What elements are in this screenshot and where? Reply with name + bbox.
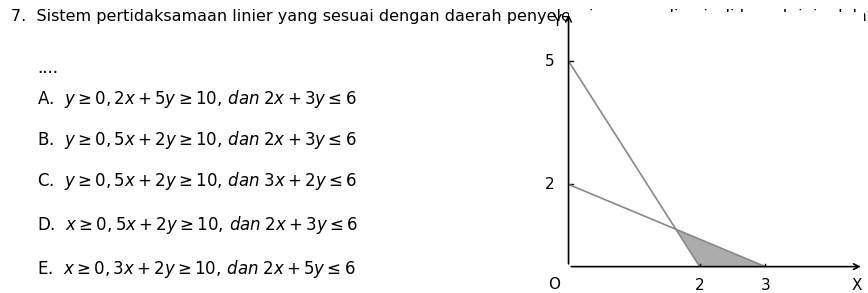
Text: O: O xyxy=(548,277,560,292)
Text: 2: 2 xyxy=(695,278,705,293)
Text: 3: 3 xyxy=(760,278,770,293)
Text: Y: Y xyxy=(552,14,562,29)
Text: 7.  Sistem pertidaksamaan linier yang sesuai dengan daerah penyelesaian yang dia: 7. Sistem pertidaksamaan linier yang ses… xyxy=(11,9,868,24)
Text: E.  $x \geq 0, 3x + 2y \geq 10, \, dan \; 2x + 5y \leq 6$: E. $x \geq 0, 3x + 2y \geq 10, \, dan \;… xyxy=(37,258,356,280)
Text: D.  $x \geq 0, 5x + 2y \geq 10, \, dan \; 2x + 3y \leq 6$: D. $x \geq 0, 5x + 2y \geq 10, \, dan \;… xyxy=(37,214,358,236)
Text: C.  $y \geq 0, 5x + 2y \geq 10, \, dan \; 3x + 2y \leq 6$: C. $y \geq 0, 5x + 2y \geq 10, \, dan \;… xyxy=(37,170,357,192)
Text: A.  $y \geq 0, 2x + 5y \geq 10, \, dan \; 2x + 3y \leq 6$: A. $y \geq 0, 2x + 5y \geq 10, \, dan \;… xyxy=(37,88,357,110)
Text: ....: .... xyxy=(37,59,58,76)
Text: 5: 5 xyxy=(544,54,554,69)
Text: B.  $y \geq 0, 5x + 2y \geq 10, \, dan \; 2x + 3y \leq 6$: B. $y \geq 0, 5x + 2y \geq 10, \, dan \;… xyxy=(37,129,357,151)
Text: 2: 2 xyxy=(544,177,554,192)
Text: X: X xyxy=(852,278,862,293)
